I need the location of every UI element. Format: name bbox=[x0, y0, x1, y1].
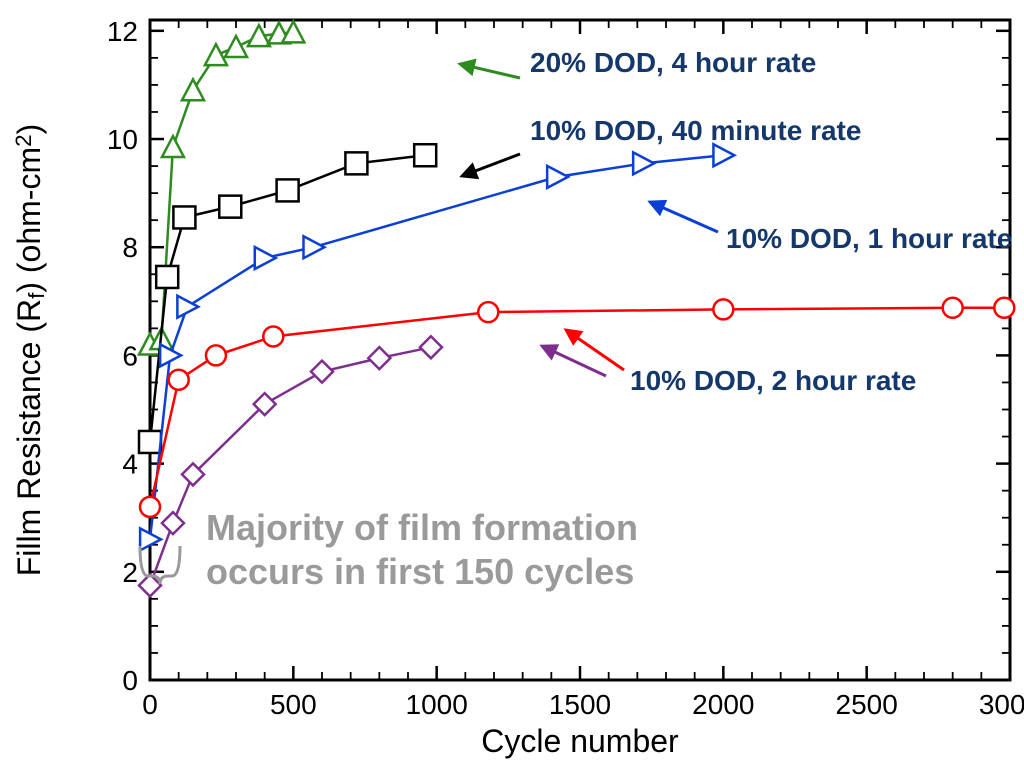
annot-10dod-40m-label: 10% DOD, 40 minute rate bbox=[530, 115, 861, 146]
y-tick-label: 6 bbox=[122, 340, 138, 371]
caption-line2: occurs in first 150 cycles bbox=[206, 551, 634, 592]
annot-20dod-4h-label: 20% DOD, 4 hour rate bbox=[530, 47, 816, 78]
y-tick-label: 0 bbox=[122, 665, 138, 696]
marker-square bbox=[219, 196, 241, 218]
x-tick-label: 2500 bbox=[836, 689, 898, 720]
x-axis-label: Cycle number bbox=[481, 723, 679, 759]
caption-line1: Majority of film formation bbox=[206, 507, 638, 548]
marker-square bbox=[156, 266, 178, 288]
marker-circle bbox=[206, 345, 226, 365]
marker-circle bbox=[478, 302, 498, 322]
annot-10dod-2h-label: 10% DOD, 2 hour rate bbox=[630, 365, 916, 396]
y-tick-label: 2 bbox=[122, 557, 138, 588]
x-tick-label: 1500 bbox=[549, 689, 611, 720]
x-tick-label: 2000 bbox=[692, 689, 754, 720]
marker-square bbox=[173, 206, 195, 228]
x-tick-label: 0 bbox=[142, 689, 158, 720]
y-axis-label: Fillm Resistance (Rf) (ohm-cm2) bbox=[11, 124, 49, 576]
marker-circle bbox=[713, 299, 733, 319]
marker-circle bbox=[263, 326, 283, 346]
marker-square bbox=[277, 179, 299, 201]
marker-circle bbox=[140, 497, 160, 517]
chart-container: 0 500 1000 1500 2000 2500 3000 0 2 4 6 8 10 12 20% DO… bbox=[0, 0, 1024, 772]
marker-circle bbox=[169, 370, 189, 390]
marker-circle bbox=[943, 298, 963, 318]
marker-square bbox=[345, 152, 367, 174]
y-tick-label: 8 bbox=[122, 232, 138, 263]
y-tick-label: 12 bbox=[107, 16, 138, 47]
y-tick-label: 4 bbox=[122, 449, 138, 480]
x-tick-label: 500 bbox=[270, 689, 317, 720]
y-tick-label: 10 bbox=[107, 124, 138, 155]
annot-10dod-1h-label: 10% DOD, 1 hour rate bbox=[726, 223, 1012, 254]
film-resistance-chart: 0 500 1000 1500 2000 2500 3000 0 2 4 6 8 10 12 20% DO… bbox=[0, 0, 1024, 772]
marker-square bbox=[139, 431, 161, 453]
marker-square bbox=[414, 144, 436, 166]
x-tick-label: 3000 bbox=[979, 689, 1024, 720]
x-tick-label: 1000 bbox=[406, 689, 468, 720]
marker-circle bbox=[994, 298, 1014, 318]
